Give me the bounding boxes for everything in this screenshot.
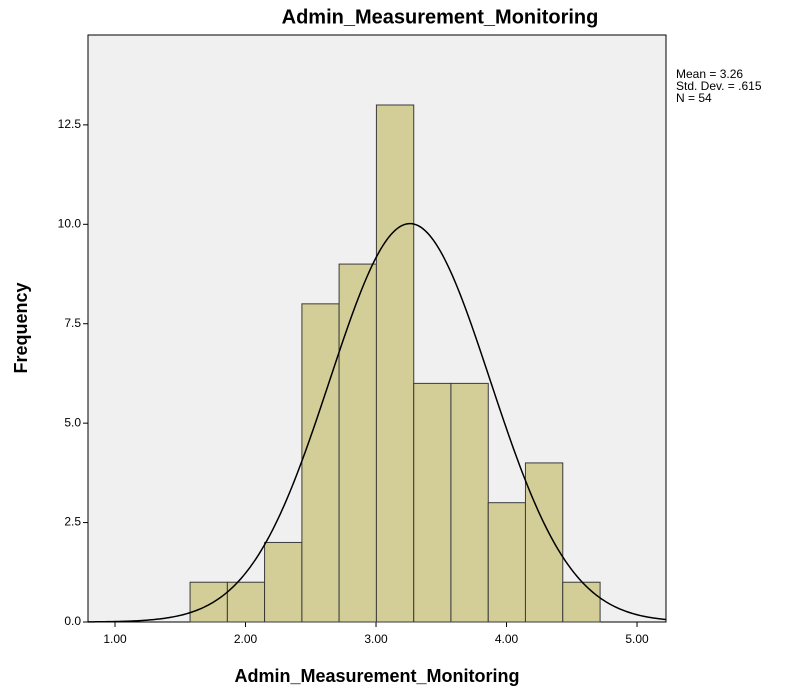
bar [338, 263, 377, 623]
x-tick-label: 4.00 [495, 632, 519, 646]
y-tick-label: 2.5 [64, 515, 81, 529]
bar [562, 581, 601, 623]
x-axis-label: Admin_Measurement_Monitoring [234, 666, 519, 686]
y-tick-label: 0.0 [64, 614, 81, 628]
y-tick-label: 7.5 [64, 316, 81, 330]
bar [226, 581, 266, 623]
normal-curve [87, 222, 667, 623]
stats-annotation: N = 54 [676, 91, 712, 105]
y-tick-label: 10.0 [58, 216, 82, 230]
x-tick-label: 5.00 [625, 632, 649, 646]
y-tick-label: 5.0 [64, 415, 81, 429]
y-tick-label: 12.5 [58, 117, 82, 131]
x-tick-label: 3.00 [364, 632, 388, 646]
bar [524, 462, 564, 623]
bar [375, 104, 415, 623]
stats-annotation: Std. Dev. = .615 [676, 79, 762, 93]
chart-title: Admin_Measurement_Monitoring [282, 6, 599, 28]
bar [487, 502, 526, 623]
bar [413, 382, 452, 623]
stats-annotation: Mean = 3.26 [676, 67, 743, 81]
bar [264, 541, 303, 623]
x-tick-label: 2.00 [234, 632, 258, 646]
bar [189, 581, 228, 623]
bar [450, 382, 489, 623]
y-axis-label: Frequency [11, 282, 31, 373]
bar [301, 303, 340, 623]
x-tick-label: 1.00 [103, 632, 127, 646]
